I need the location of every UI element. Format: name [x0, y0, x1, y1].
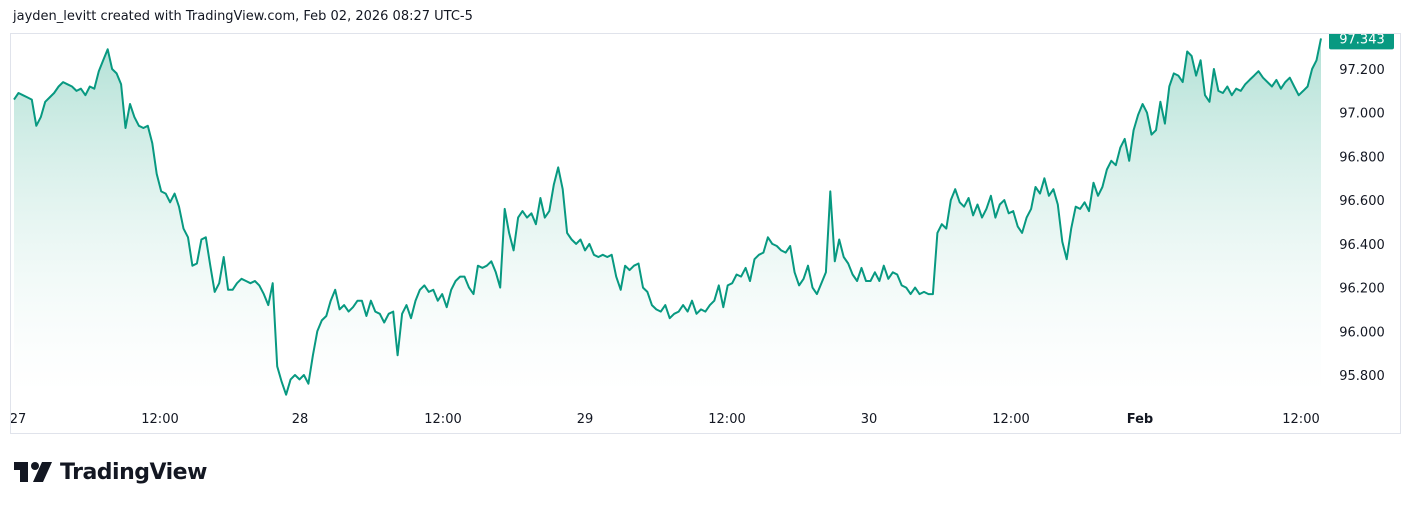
time-tick-label: 30 — [861, 412, 878, 427]
price-tick-label: 95.800 — [1339, 369, 1385, 384]
time-axis[interactable]: 27 12:00 28 12:00 29 12:00 30 12:00 Feb 12:00 — [11, 412, 1320, 427]
time-tick-label: 12:00 — [424, 412, 461, 427]
time-tick-label: 12:00 — [992, 412, 1029, 427]
chart-attribution: jayden_levitt created with TradingView.c… — [13, 9, 473, 24]
time-tick-label: 12:00 — [708, 412, 745, 427]
last-price-label: 97.343 — [1339, 34, 1385, 47]
price-tick-label: 97.200 — [1339, 63, 1385, 78]
chart-frame[interactable]: 97.200 97.000 96.800 96.600 96.400 96.200 96.0… — [10, 33, 1401, 434]
price-line — [13, 38, 1322, 396]
brand-name: TradingView — [60, 459, 207, 485]
price-tick-label: 96.000 — [1339, 325, 1385, 340]
price-tick-label: 96.800 — [1339, 150, 1385, 165]
time-tick-label: 12:00 — [1282, 412, 1319, 427]
time-tick-label: 29 — [577, 412, 594, 427]
time-tick-label: 12:00 — [141, 412, 178, 427]
tradingview-brand[interactable]: TradingView — [14, 458, 207, 486]
price-tick-label: 96.200 — [1339, 282, 1385, 297]
time-tick-label: Feb — [1127, 412, 1153, 427]
price-axis[interactable]: 97.200 97.000 96.800 96.600 96.400 96.200 96.0… — [1339, 63, 1385, 384]
time-tick-label: 28 — [292, 412, 309, 427]
price-tick-label: 96.600 — [1339, 194, 1385, 209]
price-tick-label: 97.000 — [1339, 107, 1385, 122]
price-tick-label: 96.400 — [1339, 238, 1385, 253]
tradingview-logo-icon — [14, 462, 52, 482]
time-tick-label: 27 — [11, 412, 26, 427]
price-area-fill — [14, 38, 1321, 395]
price-area-chart[interactable]: 97.200 97.000 96.800 96.600 96.400 96.200 96.0… — [11, 34, 1400, 433]
last-price-badge: 97.343 — [1329, 34, 1394, 50]
